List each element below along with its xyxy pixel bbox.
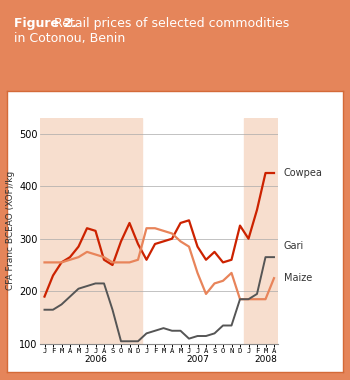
Text: Gari: Gari [284, 241, 304, 251]
Text: 2007: 2007 [186, 355, 209, 364]
Text: Retail prices of selected commodities: Retail prices of selected commodities [54, 17, 289, 30]
Text: Maize: Maize [284, 273, 312, 283]
Text: 2006: 2006 [84, 355, 107, 364]
Text: Figure 2.: Figure 2. [14, 17, 77, 30]
Bar [40, 118, 142, 344]
Text: 2008: 2008 [254, 355, 277, 364]
Text: in Cotonou, Benin: in Cotonou, Benin [14, 32, 125, 45]
Text: Cowpea: Cowpea [284, 168, 323, 178]
Bar [244, 118, 278, 344]
Y-axis label: CFA Franc BCEAO (XOF)/kg: CFA Franc BCEAO (XOF)/kg [6, 171, 15, 290]
